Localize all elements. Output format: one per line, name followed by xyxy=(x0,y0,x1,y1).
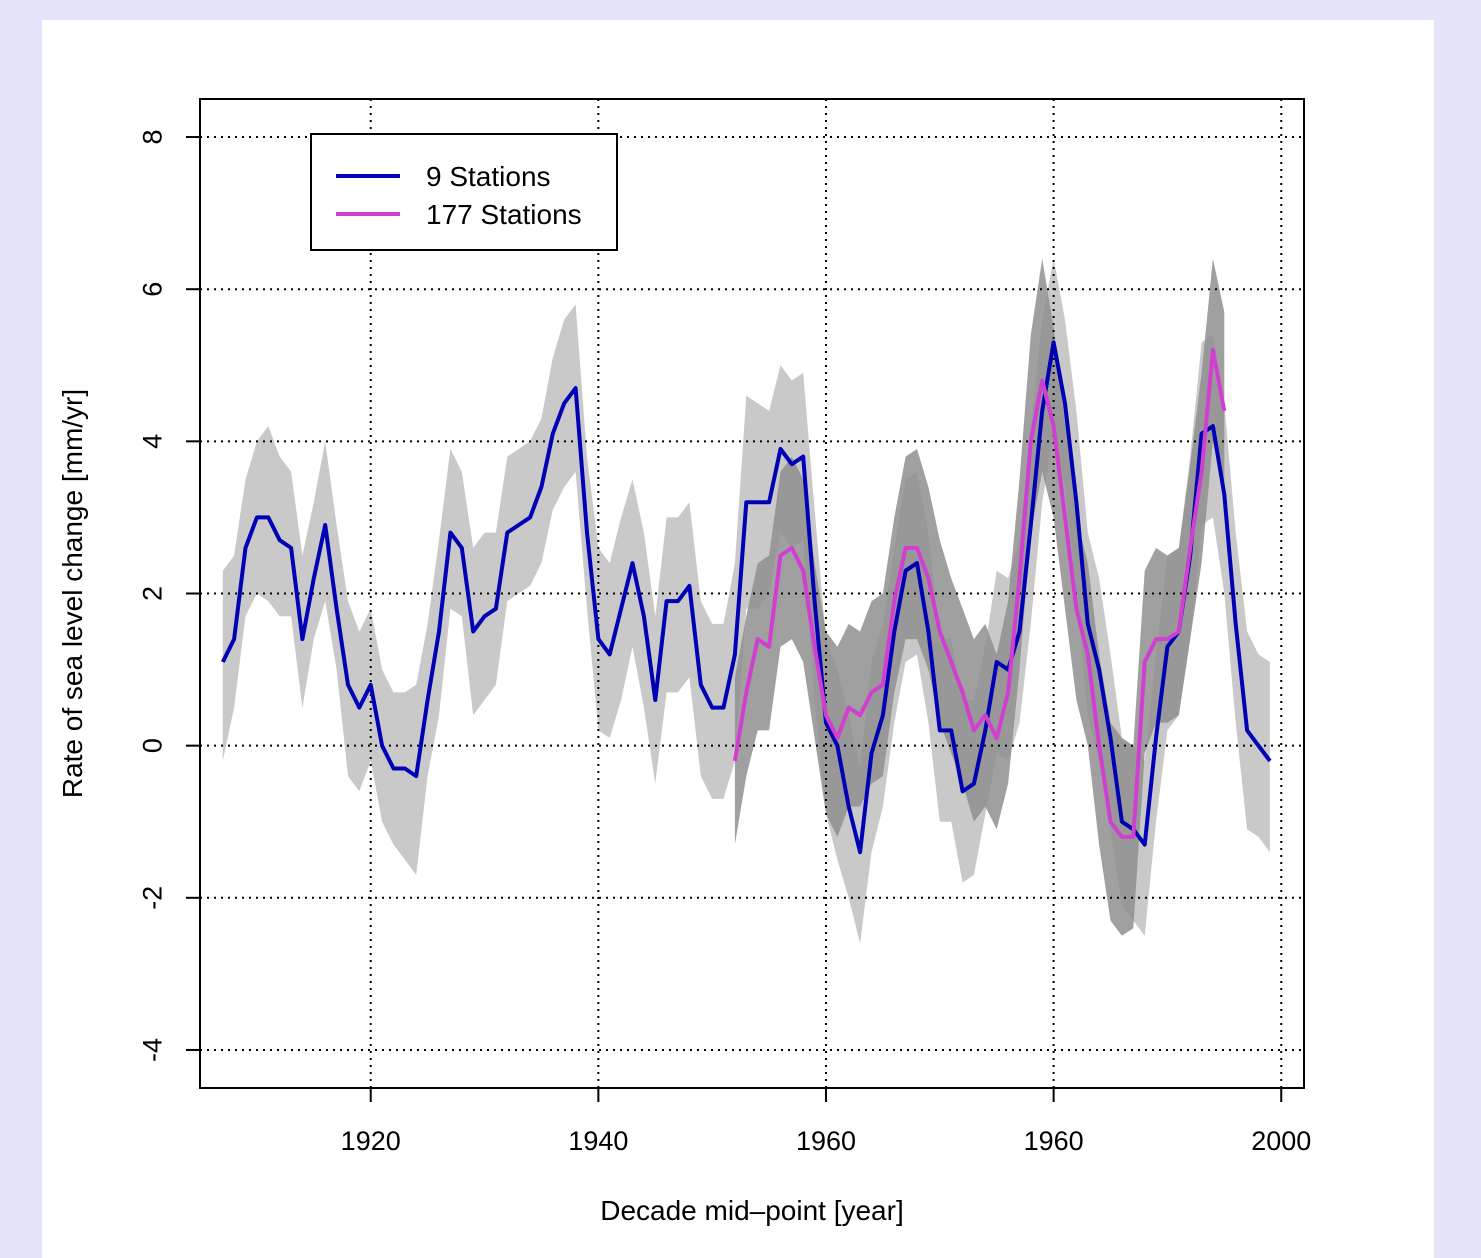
y-axis-label: Rate of sea level change [mm/yr] xyxy=(57,389,88,798)
legend-label-9-stations: 9 Stations xyxy=(426,161,551,192)
x-tick-label: 1920 xyxy=(341,1126,401,1156)
y-tick-label: -2 xyxy=(137,886,167,910)
x-tick-label: 1960 xyxy=(1024,1126,1084,1156)
chart-panel: 1920 1940 1960 1960 2000 -4 -2 0 2 4 6 8 Decade mid… xyxy=(42,20,1434,1258)
x-axis-label: Decade mid–point [year] xyxy=(600,1195,904,1226)
y-tick-label: 4 xyxy=(137,434,167,449)
series-lines xyxy=(221,340,1272,855)
x-tick-label: 2000 xyxy=(1251,1126,1311,1156)
y-tick-label: 2 xyxy=(137,586,167,601)
legend-label-177-stations: 177 Stations xyxy=(426,199,582,230)
y-tick-label: 0 xyxy=(137,738,167,753)
band-9-stations xyxy=(222,258,1270,944)
y-tick-label: 8 xyxy=(137,130,167,145)
x-tick-label: 1960 xyxy=(796,1126,856,1156)
x-tick-label: 1940 xyxy=(568,1126,628,1156)
legend: 9 Stations 177 Stations xyxy=(310,133,618,251)
series-line-177-stations xyxy=(732,348,1227,839)
confidence-bands xyxy=(222,258,1270,944)
y-tick-label: 6 xyxy=(137,282,167,297)
sea-level-chart: 1920 1940 1960 1960 2000 -4 -2 0 2 4 6 8 Decade mid… xyxy=(57,98,1311,1226)
axis-ticks: 1920 1940 1960 1960 2000 -4 -2 0 2 4 6 8 xyxy=(137,130,1311,1156)
legend-box xyxy=(310,133,618,251)
y-tick-label: -4 xyxy=(137,1038,167,1062)
series-line-9-stations xyxy=(221,340,1272,855)
